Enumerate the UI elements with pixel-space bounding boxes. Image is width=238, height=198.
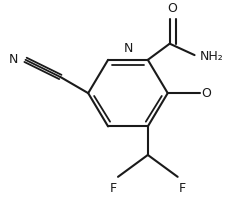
Text: NH₂: NH₂ — [199, 50, 223, 64]
Text: N: N — [9, 53, 19, 66]
Text: O: O — [202, 87, 211, 100]
Text: F: F — [109, 182, 117, 195]
Text: F: F — [179, 182, 186, 195]
Text: O: O — [168, 2, 178, 15]
Text: N: N — [123, 42, 133, 55]
